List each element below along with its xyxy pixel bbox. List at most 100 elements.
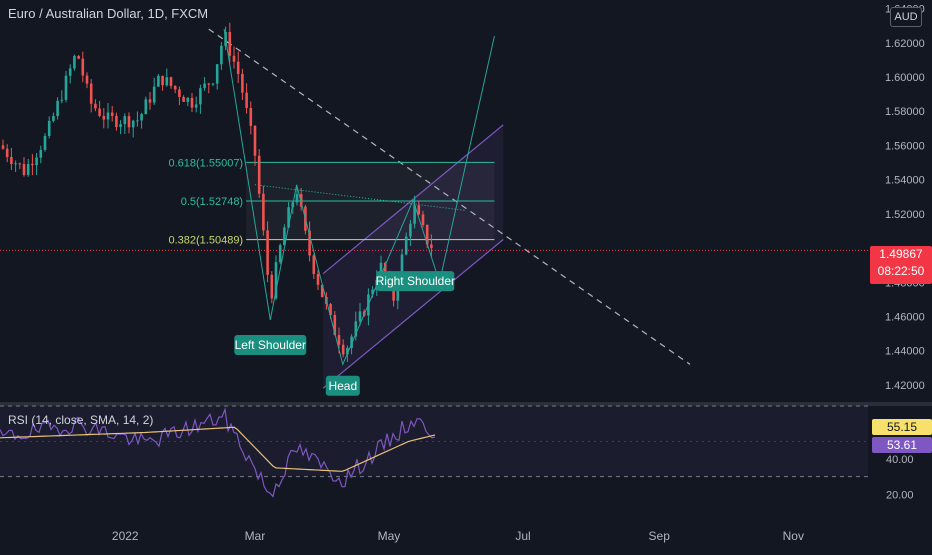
candle-body [60,99,64,101]
candle-body [1,145,5,149]
candle-body [68,68,72,76]
rsi-ma-value-label: 53.61 [872,437,932,453]
candle-body [350,336,353,348]
symbol-title[interactable]: Euro / Australian Dollar, 1D, FXCM [8,6,209,21]
candle-body [85,75,89,84]
grid [0,402,932,406]
candle-body [228,32,232,56]
pattern-label[interactable]: Right Shoulder [376,271,455,292]
pattern-label[interactable]: Left Shoulder [234,335,307,356]
candle-body [409,223,412,237]
candle-body [430,244,433,249]
trend-line-dashed [208,28,691,365]
candle-body [81,58,85,76]
candle-body [413,205,416,224]
candle-body [136,120,139,122]
y-tick-label: 1.56000 [885,140,925,152]
y-tick-label: 1.44000 [885,346,925,358]
candle-body [35,157,38,166]
candle-body [316,274,320,285]
neckline [254,184,466,211]
rsi-pane: 40.00 20.00 [0,405,914,501]
fib-level-label: 0.382(1.50489) [168,235,243,247]
candle-body [354,321,358,337]
pattern-label-text: Head [328,379,357,393]
candle-body [115,115,118,128]
countdown-timer: 08:22:50 [877,264,925,278]
candle-body [119,124,122,128]
candle-body [425,224,429,245]
candle-body [47,120,51,136]
rsi-line [0,406,436,498]
y-tick-label: 1.42000 [885,380,925,392]
candle-body [207,83,211,85]
candle-body [94,103,97,109]
x-tick-label: Nov [783,529,804,543]
current-price-label: 1.49867 08:22:50 [870,246,932,284]
candle-body [182,96,185,102]
candle-body [161,75,164,86]
candle-body [249,107,253,126]
candle-body [358,311,362,322]
candle-body [39,149,43,158]
y-tick-label: 1.52000 [885,209,925,221]
candle-body [417,205,421,215]
candle-body [173,85,177,90]
candle-body [152,86,156,103]
candle-body [241,73,244,93]
candle-body [262,193,265,231]
candle-body [102,115,106,120]
candle-body [274,262,278,299]
candle-body [73,55,76,69]
y-tick-label: 1.54000 [885,175,925,187]
candle-body [257,155,261,194]
candle-body [295,194,299,203]
candle-body [392,282,395,301]
fib-level-label: 0.5(1.52748) [181,196,243,208]
candle-body [22,163,26,175]
pane-separator [0,402,932,406]
candle-body [165,77,169,86]
drawings-front[interactable]: Left Shoulder Head Right Shoulder [223,29,495,396]
pattern-label-box [234,335,307,356]
candle-body [270,274,274,299]
candle-body [421,214,425,225]
pattern-label[interactable]: Head [325,375,360,396]
candle-body [190,97,194,108]
candle-body [26,163,30,175]
candle-body [337,335,341,345]
candle-body [140,114,143,121]
currency-badge[interactable]: AUD [890,7,922,27]
candle-body [199,88,202,105]
candle-body [371,289,374,295]
candle-body [98,108,101,116]
candle-body [396,283,400,301]
rsi-ma-line [0,426,436,472]
candle-body [110,112,114,116]
candle-body [43,135,47,150]
candle-body [220,45,223,65]
candle-body [320,284,324,298]
candle-body [178,89,181,97]
candle-body [278,245,282,263]
candle-body [404,236,408,255]
x-tick-label: 2022 [112,529,139,543]
drawings-back: 0.618(1.55007) 0.5(1.52748) 0.382(1.50489) [0,28,868,389]
pattern-label-box [376,271,455,292]
pattern-label-text: Right Shoulder [376,274,455,288]
candle-body [232,55,236,62]
candle-body [89,83,93,104]
candle-body [169,77,173,86]
candle-body [131,120,135,128]
pattern-label-text: Left Shoulder [235,338,306,352]
candle-body [211,83,215,85]
candle-body [333,314,337,336]
x-tick-label: Sep [649,529,671,543]
rsi-title[interactable]: RSI (14, close, SMA, 14, 2) [8,413,154,427]
candle-body [346,347,349,355]
candle-body [312,255,316,275]
candle-body [245,92,248,108]
candle-body [287,207,290,228]
